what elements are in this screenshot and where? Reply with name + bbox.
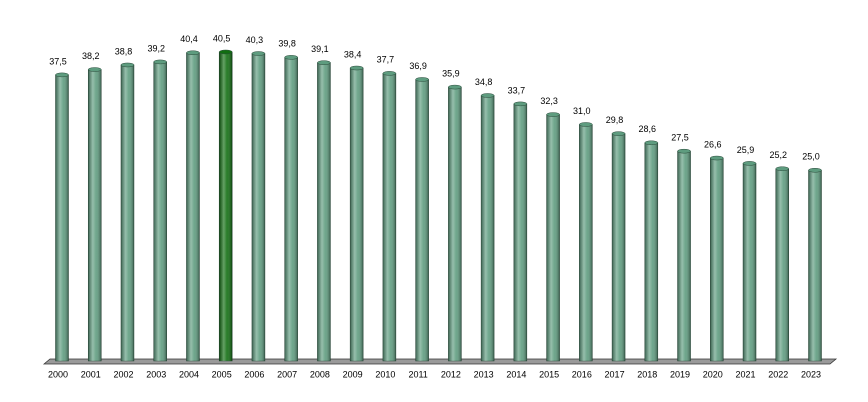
- bar-top: [251, 51, 266, 56]
- bar-shade: [743, 163, 757, 361]
- x-tick-label: 2008: [310, 369, 330, 379]
- x-tick-label: 2016: [572, 369, 592, 379]
- x-tick-label: 2023: [801, 369, 821, 379]
- x-tick-label: 2019: [670, 369, 690, 379]
- bar-shade: [284, 57, 298, 362]
- bar-top: [808, 168, 822, 173]
- value-label: 35,9: [442, 68, 460, 78]
- bar-shade: [153, 61, 167, 361]
- x-tick-label: 2001: [81, 369, 101, 379]
- x-tick-label: 2003: [146, 369, 166, 379]
- bar-shade: [612, 133, 626, 361]
- value-label: 40,4: [180, 34, 198, 44]
- x-tick-label: 2009: [343, 369, 363, 379]
- x-tick-label: 2014: [506, 369, 526, 379]
- bar-shade: [579, 124, 593, 362]
- bar-shade: [55, 74, 69, 361]
- bar-top: [120, 62, 135, 68]
- bar-top: [382, 71, 397, 76]
- value-label: 25,0: [802, 152, 820, 162]
- value-label: 37,7: [377, 55, 395, 65]
- x-tick-label: 2021: [736, 369, 756, 379]
- bar-shade: [251, 53, 265, 361]
- value-label: 32,3: [540, 96, 558, 106]
- bar-top: [611, 131, 626, 136]
- bar-shade: [88, 69, 102, 361]
- bar-top: [644, 140, 659, 146]
- x-tick-label: 2005: [212, 369, 232, 379]
- x-tick-label: 2004: [179, 369, 199, 379]
- value-label: 38,8: [115, 46, 133, 56]
- bar-top: [153, 59, 167, 65]
- bar-top: [480, 93, 495, 98]
- x-tick-label: 2006: [244, 369, 264, 379]
- bar-shade: [219, 52, 233, 361]
- value-label: 40,5: [213, 33, 231, 43]
- x-tick-label: 2002: [113, 369, 133, 379]
- value-label: 33,7: [508, 85, 526, 95]
- x-tick-label: 2010: [375, 369, 395, 379]
- floor: [42, 358, 838, 365]
- x-tick-label: 2013: [474, 369, 494, 379]
- value-label: 38,4: [344, 49, 362, 59]
- bar-shade: [448, 87, 462, 361]
- x-tick-label: 2020: [703, 369, 723, 379]
- bar-top: [415, 77, 429, 82]
- x-tick-label: 2022: [768, 369, 788, 379]
- x-tick-label: 2007: [277, 369, 297, 379]
- bar-shade: [186, 52, 200, 361]
- bar-shade: [710, 158, 724, 361]
- bar-top: [579, 122, 593, 127]
- value-label: 37,5: [49, 56, 67, 66]
- x-tick-label: 2011: [408, 369, 427, 379]
- bar-shade: [644, 142, 658, 361]
- x-tick-label: 2018: [637, 369, 657, 379]
- bar-top: [710, 155, 724, 161]
- value-label: 29,8: [606, 115, 624, 125]
- bar-top: [218, 49, 233, 55]
- bar-shade: [808, 170, 822, 361]
- value-label: 28,6: [639, 124, 657, 134]
- bar-top: [677, 148, 691, 154]
- bar-shade: [350, 68, 364, 362]
- value-label: 36,9: [409, 61, 427, 71]
- value-label: 27,5: [671, 133, 689, 143]
- value-label: 39,8: [278, 39, 296, 49]
- bar-top: [742, 161, 757, 166]
- bar-shade: [546, 114, 560, 362]
- x-tick-label: 2015: [539, 369, 559, 379]
- x-tick-label: 2000: [48, 369, 68, 379]
- bar-shade: [382, 73, 396, 361]
- value-label: 31,0: [573, 106, 591, 116]
- bar-shade: [775, 168, 789, 361]
- bar-top: [87, 67, 102, 72]
- x-tick-label: 2012: [441, 369, 461, 379]
- value-label: 39,2: [147, 43, 165, 53]
- bar-shade: [481, 95, 495, 361]
- bar-top: [775, 166, 790, 171]
- bar-shade: [415, 79, 429, 361]
- bar-top: [546, 112, 560, 117]
- value-label: 25,2: [769, 150, 787, 160]
- bar-shade: [513, 103, 527, 362]
- x-tick-label: 2017: [605, 369, 625, 379]
- bar-top: [349, 65, 364, 71]
- value-label: 40,3: [246, 35, 264, 45]
- value-label: 26,6: [704, 139, 722, 149]
- bar-top: [55, 72, 69, 78]
- value-label: 39,1: [311, 44, 329, 54]
- bar-shade: [677, 151, 691, 361]
- bar-shade: [317, 62, 331, 361]
- bar-top: [448, 84, 462, 90]
- value-label: 34,8: [475, 77, 493, 87]
- value-label: 25,9: [737, 145, 755, 155]
- bar-top: [186, 50, 200, 56]
- bar-top: [284, 55, 298, 60]
- bar-top: [317, 60, 331, 65]
- bar-top: [513, 101, 528, 107]
- value-label: 38,2: [82, 51, 100, 61]
- bar-shade: [120, 64, 134, 361]
